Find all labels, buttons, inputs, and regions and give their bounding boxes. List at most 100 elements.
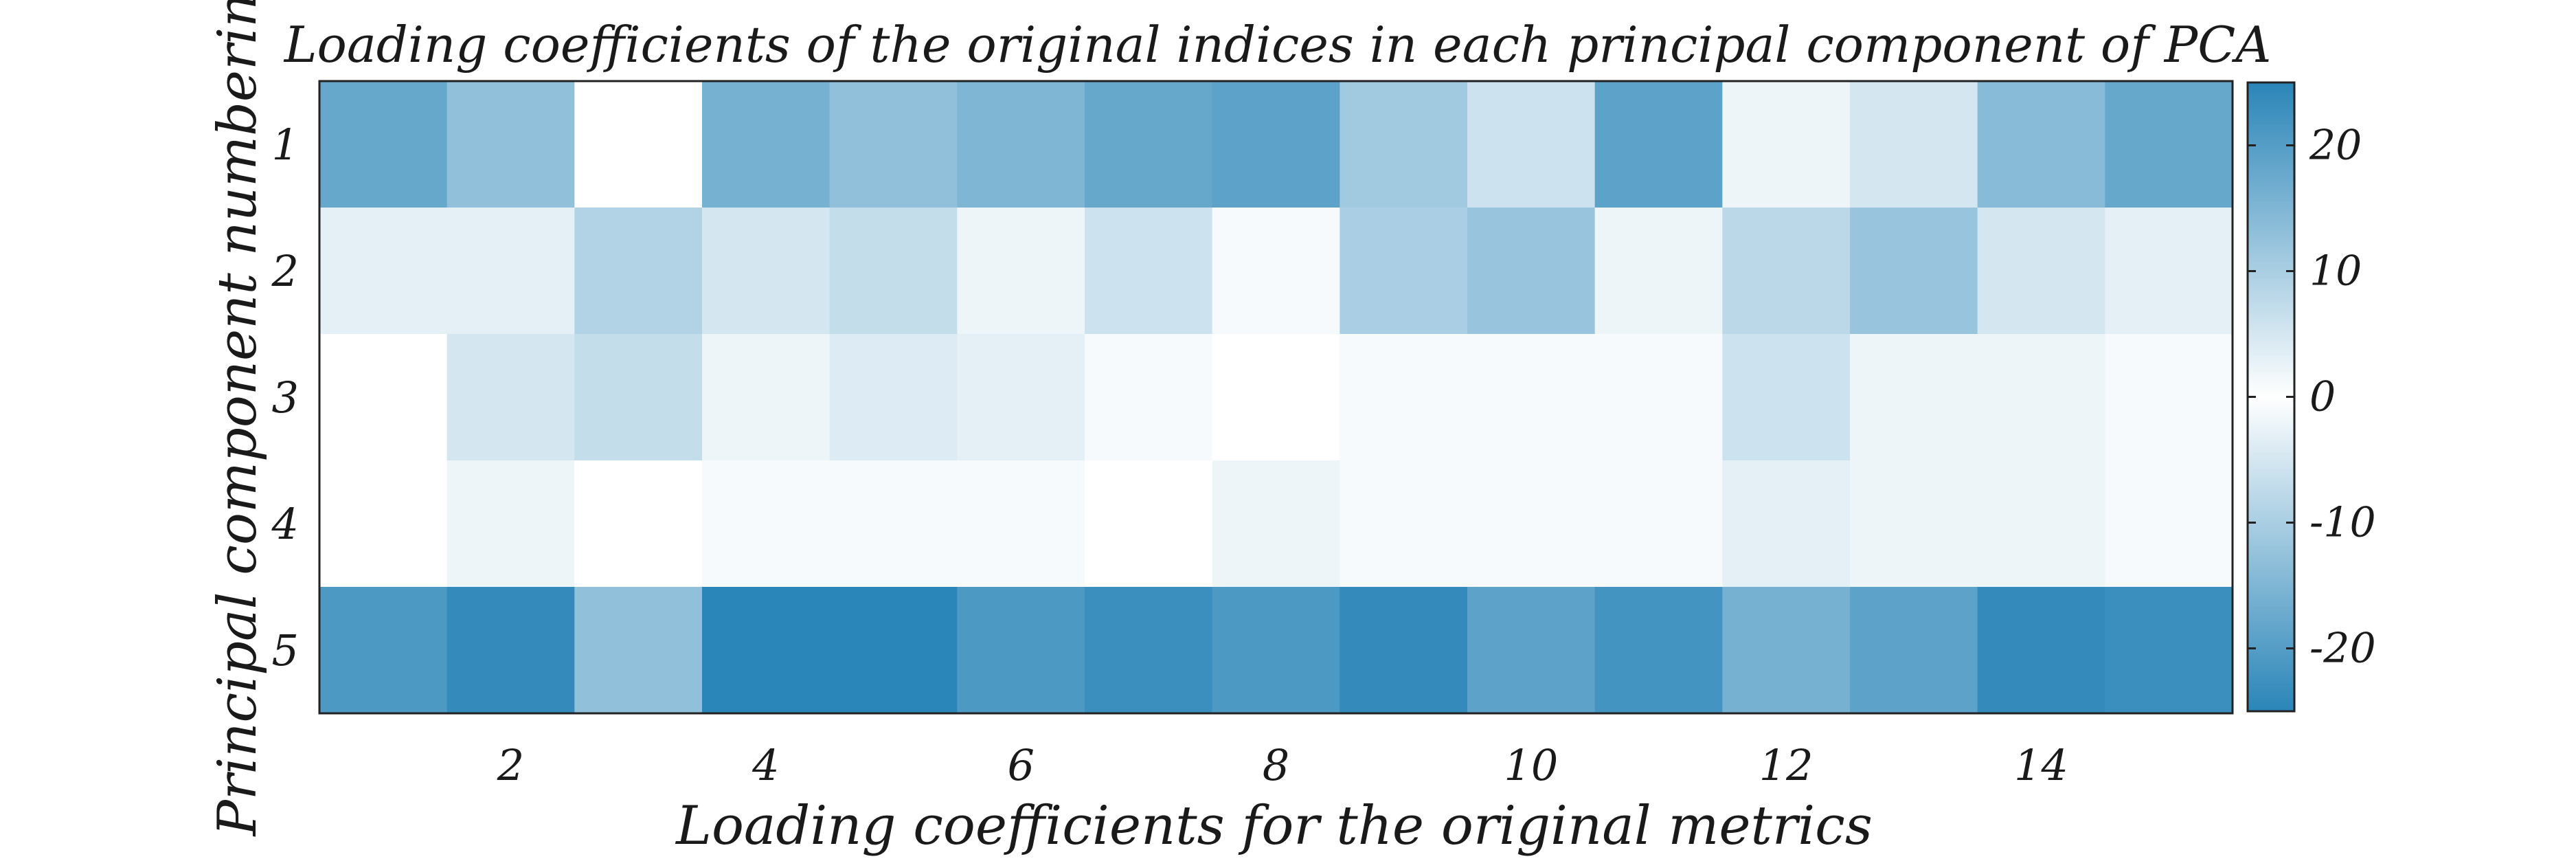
heatmap-cell	[702, 587, 831, 714]
heatmap-cell	[957, 81, 1085, 208]
heatmap-cell	[1722, 587, 1851, 714]
colorbar-tick-label: 10	[2309, 247, 2362, 295]
heatmap-cell	[574, 81, 703, 208]
heatmap-cell	[957, 587, 1085, 714]
colorbar-tick-label: -20	[2309, 625, 2376, 673]
heatmap-cell	[1850, 460, 1978, 588]
heatmap-cell	[319, 587, 448, 714]
heatmap-cell	[1722, 460, 1851, 588]
heatmap-cell	[1085, 460, 1213, 588]
heatmap-cell	[702, 208, 831, 335]
heatmap-cell	[1722, 208, 1851, 335]
heatmap-cell	[1722, 81, 1851, 208]
y-axis-ticks: 1 2 3 4 5	[271, 120, 299, 676]
x-tick-label: 4	[752, 740, 779, 790]
heatmap-cell	[1212, 208, 1340, 335]
heatmap-cell	[1850, 334, 1978, 461]
heatmap-cell	[1977, 460, 2105, 588]
heatmap-cell	[1085, 208, 1213, 335]
chart-title: Loading coefficients of the original ind…	[283, 16, 2272, 74]
heatmap-cell	[1722, 334, 1851, 461]
colorbar-tick-label: -10	[2309, 499, 2376, 547]
heatmap-cell	[1977, 587, 2105, 714]
heatmap-cell	[1467, 587, 1596, 714]
x-tick-label: 2	[497, 740, 524, 790]
heatmap-cell	[574, 460, 703, 588]
colorbar-tick-label: 20	[2309, 122, 2362, 170]
heatmap-cell	[1340, 208, 1468, 335]
heatmap-cell	[702, 334, 831, 461]
heatmap-cell	[829, 334, 958, 461]
x-tick-label: 10	[1504, 740, 1558, 790]
heatmap-cell	[1340, 587, 1468, 714]
colorbar: 20 10 0 -10 -20	[2246, 81, 2376, 713]
heatmap-cell	[1977, 334, 2105, 461]
x-axis-ticks: 2 4 6 8 10 12 14	[497, 740, 2068, 790]
heatmap-cell	[957, 208, 1085, 335]
heatmap-cell	[1977, 208, 2105, 335]
heatmap-cell	[1340, 334, 1468, 461]
colorbar-tick-label: 0	[2309, 373, 2336, 421]
heatmap-cell	[574, 208, 703, 335]
heatmap-cell	[574, 334, 703, 461]
heatmap-cell	[1085, 587, 1213, 714]
heatmap-cell	[447, 208, 575, 335]
heatmap-cell	[957, 334, 1085, 461]
heatmap-cell	[1594, 81, 1723, 208]
heatmap-cell	[1594, 587, 1723, 714]
heatmap-cell	[829, 208, 958, 335]
heatmap-cell	[1467, 460, 1596, 588]
heatmap-cell	[574, 587, 703, 714]
heatmap-cell	[2105, 81, 2233, 208]
heatmap-cell	[1085, 81, 1213, 208]
heatmap-cell	[1212, 334, 1340, 461]
heatmap-cell	[319, 460, 448, 588]
y-tick-label: 3	[272, 372, 299, 423]
y-axis-label: Principal component numbering	[207, 0, 269, 837]
heatmap-cell	[1977, 81, 2105, 208]
heatmap-cell	[2105, 208, 2233, 335]
heatmap-cell	[1212, 460, 1340, 588]
y-tick-label: 1	[272, 120, 299, 170]
heatmap-cell	[957, 460, 1085, 588]
heatmap-cell	[1467, 208, 1596, 335]
x-tick-label: 8	[1263, 740, 1289, 790]
heatmap-cell	[1340, 81, 1468, 208]
x-tick-label: 12	[1759, 740, 1814, 790]
heatmap-cell	[2105, 334, 2233, 461]
heatmap-cell	[447, 460, 575, 588]
plot-frame	[318, 80, 2234, 715]
heatmap-cell	[1850, 587, 1978, 714]
heatmap-cell	[447, 81, 575, 208]
heatmap-cell	[1850, 81, 1978, 208]
heatmap-cell	[319, 334, 448, 461]
heatmap-cell	[1594, 208, 1723, 335]
y-tick-label: 5	[272, 625, 299, 676]
heatmap-cell	[829, 460, 958, 588]
heatmap-cell	[1340, 460, 1468, 588]
heatmap-cell	[1212, 587, 1340, 714]
heatmap-cell	[1467, 334, 1596, 461]
x-axis-label: Loading coefficients for the original me…	[675, 795, 1873, 857]
heatmap-cell	[1594, 460, 1723, 588]
heatmap-cells	[319, 81, 2233, 714]
heatmap-cell	[447, 587, 575, 714]
heatmap-cell	[829, 587, 958, 714]
y-tick-label: 2	[271, 246, 299, 296]
x-tick-label: 6	[1007, 740, 1034, 790]
heatmap-cell	[702, 460, 831, 588]
heatmap-cell	[2105, 460, 2233, 588]
heatmap-cell	[1467, 81, 1596, 208]
heatmap-cell	[1594, 334, 1723, 461]
y-tick-label: 4	[271, 499, 299, 549]
heatmap-cell	[319, 208, 448, 335]
x-tick-label: 14	[2014, 740, 2068, 790]
heatmap-cell	[702, 81, 831, 208]
heatmap-cell	[829, 81, 958, 208]
heatmap-cell	[319, 81, 448, 208]
heatmap-cell	[447, 334, 575, 461]
heatmap-cell	[1212, 81, 1340, 208]
heatmap-cell	[1085, 334, 1213, 461]
heatmap-cell	[1850, 208, 1978, 335]
